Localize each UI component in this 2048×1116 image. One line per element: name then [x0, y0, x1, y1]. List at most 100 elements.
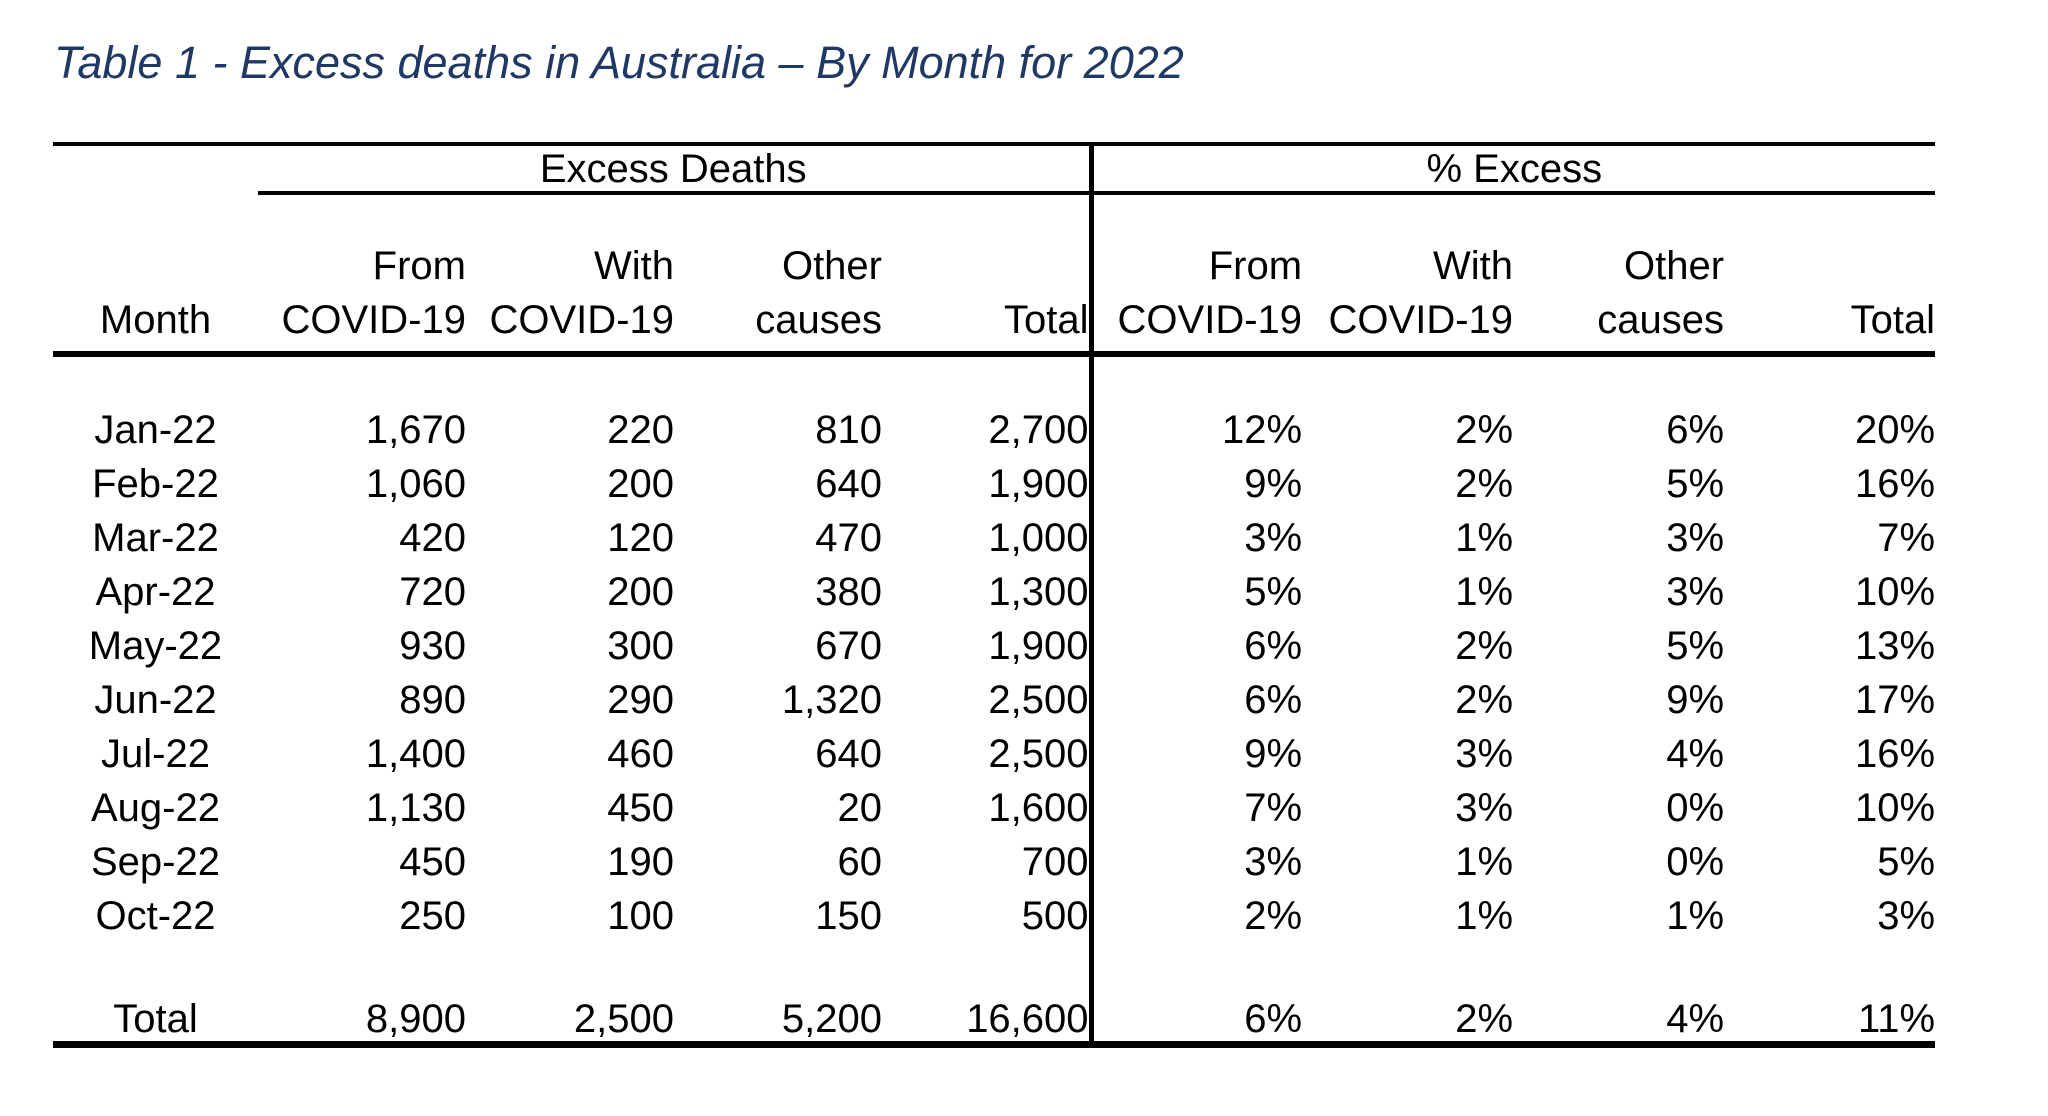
pct-excess-value-cell: 16% [1855, 732, 1936, 776]
excess-deaths-value-cell: 1,900 [988, 462, 1089, 506]
excess-deaths-value-cell: 1,400 [365, 732, 466, 776]
total-deaths-total-cell: 16,600 [882, 997, 1092, 1048]
excess-deaths-value-cell: 670 [815, 624, 882, 668]
col-header-pct-total: Total [1724, 193, 1936, 357]
total-deaths-from-cell: 8,900 [258, 997, 466, 1048]
excess-deaths-value-cell: 1,130 [365, 786, 466, 830]
blank-separator-row [53, 943, 1935, 997]
pct-excess-value-cell: 3% [1088, 835, 1303, 889]
table-body: Jan-22 1,670 220 810 2,700 12% 2% 6% 20% Feb-22 1,… [53, 403, 1935, 943]
pct-excess-value-cell: 12% [1088, 403, 1303, 457]
group-header-row: Excess Deaths % Excess [53, 142, 1936, 195]
excess-deaths-value-cell: 1,300 [988, 570, 1089, 614]
col-header-deaths-from-covid19: From COVID-19 [258, 193, 466, 357]
excess-deaths-value-cell: 1,060 [365, 462, 466, 506]
total-deaths-with-cell: 2,500 [466, 997, 674, 1048]
excess-deaths-value-cell: 700 [1021, 840, 1089, 884]
excess-deaths-value-cell: 420 [399, 516, 466, 560]
excess-deaths-value-cell: 120 [607, 516, 674, 560]
excess-deaths-value-cell: 250 [399, 894, 466, 938]
pct-excess-value-cell: 9% [1088, 727, 1303, 781]
pct-excess-value-cell: 6% [1666, 408, 1725, 452]
pct-excess-value-cell: 10% [1855, 570, 1936, 614]
pct-excess-value-cell: 9% [1666, 678, 1725, 722]
pct-excess-value-cell: 1% [1455, 570, 1514, 614]
excess-deaths-value-cell: 500 [1021, 894, 1089, 938]
pct-excess-value-cell: 7% [1088, 781, 1303, 835]
excess-deaths-value-cell: 380 [815, 570, 882, 614]
col-header-month: Month [53, 193, 258, 357]
total-deaths-other-cell: 5,200 [674, 997, 882, 1048]
pct-excess-value-cell: 7% [1877, 516, 1936, 560]
pct-excess-value-cell: 17% [1855, 678, 1936, 722]
excess-deaths-value-cell: 640 [815, 732, 882, 776]
pct-excess-value-cell: 10% [1855, 786, 1936, 830]
excess-deaths-value-cell: 450 [399, 840, 466, 884]
excess-deaths-value-cell: 930 [399, 624, 466, 668]
data-row-jul-22: Jul-22 1,400 460 640 2,500 9% 3% 4% 16% [53, 727, 1935, 781]
month-cell: Sep-22 [91, 840, 220, 884]
total-row: Total 8,900 2,500 5,200 16,600 6% 2% 4% … [53, 997, 1936, 1048]
excess-deaths-value-cell: 810 [815, 408, 882, 452]
excess-deaths-value-cell: 720 [399, 570, 466, 614]
col-header-pct-from-covid19: From COVID-19 [1088, 193, 1303, 357]
pct-excess-value-cell: 2% [1455, 624, 1514, 668]
data-row-oct-22: Oct-22 250 100 150 500 2% 1% 1% 3% [53, 889, 1935, 943]
excess-deaths-value-cell: 2,500 [988, 678, 1089, 722]
pct-excess-value-cell: 6% [1088, 619, 1303, 673]
pct-excess-value-cell: 0% [1666, 840, 1725, 884]
pct-excess-value-cell: 20% [1855, 408, 1936, 452]
total-pct-from-cell: 6% [1088, 997, 1303, 1048]
data-row-apr-22: Apr-22 720 200 380 1,300 5% 1% 3% 10% [53, 565, 1935, 619]
excess-deaths-value-cell: 200 [607, 462, 674, 506]
col-header-pct-with-covid19: With COVID-19 [1302, 193, 1514, 357]
month-cell: Jun-22 [94, 678, 217, 722]
col-header-deaths-other-causes: Other causes [674, 193, 882, 357]
month-cell: Jul-22 [101, 732, 210, 776]
group-header-excess-deaths: Excess Deaths [258, 142, 1092, 195]
group-header-pct-excess: % Excess [1088, 142, 1936, 195]
total-pct-total-cell: 11% [1724, 997, 1936, 1048]
pct-excess-value-cell: 1% [1455, 840, 1514, 884]
excess-deaths-value-cell: 890 [399, 678, 466, 722]
column-header-row: Month From COVID-19 With COVID-19 Other … [53, 193, 1936, 357]
pct-excess-value-cell: 5% [1666, 624, 1725, 668]
month-cell: Feb-22 [92, 462, 219, 506]
pct-excess-value-cell: 5% [1088, 565, 1303, 619]
pct-excess-value-cell: 13% [1855, 624, 1936, 668]
month-cell: Apr-22 [95, 570, 216, 614]
group-header-spacer [53, 142, 258, 193]
pct-excess-value-cell: 3% [1455, 786, 1514, 830]
pct-excess-value-cell: 9% [1088, 457, 1303, 511]
pct-excess-value-cell: 2% [1088, 889, 1303, 943]
data-row-aug-22: Aug-22 1,130 450 20 1,600 7% 3% 0% 10% [53, 781, 1935, 835]
pct-excess-value-cell: 2% [1455, 462, 1514, 506]
pct-excess-value-cell: 5% [1666, 462, 1725, 506]
total-pct-other-cell: 4% [1513, 997, 1725, 1048]
excess-deaths-value-cell: 150 [815, 894, 882, 938]
pct-excess-value-cell: 3% [1877, 894, 1936, 938]
month-cell: May-22 [88, 624, 223, 668]
pct-excess-value-cell: 1% [1666, 894, 1725, 938]
total-label-cell: Total [53, 997, 258, 1048]
excess-deaths-value-cell: 20 [837, 786, 883, 830]
data-row-jan-22: Jan-22 1,670 220 810 2,700 12% 2% 6% 20% [53, 403, 1935, 457]
month-cell: Jan-22 [94, 408, 217, 452]
excess-deaths-value-cell: 1,670 [365, 408, 466, 452]
col-header-deaths-total: Total [882, 193, 1092, 357]
document-title: Table 1 - Excess deaths in Australia – B… [54, 37, 1184, 88]
pct-excess-value-cell: 1% [1455, 516, 1514, 560]
pct-excess-value-cell: 0% [1666, 786, 1725, 830]
month-cell: Oct-22 [95, 894, 216, 938]
month-cell: Mar-22 [92, 516, 219, 560]
excess-deaths-value-cell: 290 [607, 678, 674, 722]
col-header-deaths-with-covid19: With COVID-19 [466, 193, 674, 357]
excess-deaths-value-cell: 200 [607, 570, 674, 614]
pct-excess-value-cell: 4% [1666, 732, 1725, 776]
excess-deaths-value-cell: 2,500 [988, 732, 1089, 776]
pct-excess-value-cell: 2% [1455, 678, 1514, 722]
excess-deaths-value-cell: 1,000 [988, 516, 1089, 560]
header-spacer-row [53, 354, 1935, 403]
excess-deaths-value-cell: 1,600 [988, 786, 1089, 830]
excess-deaths-value-cell: 300 [607, 624, 674, 668]
